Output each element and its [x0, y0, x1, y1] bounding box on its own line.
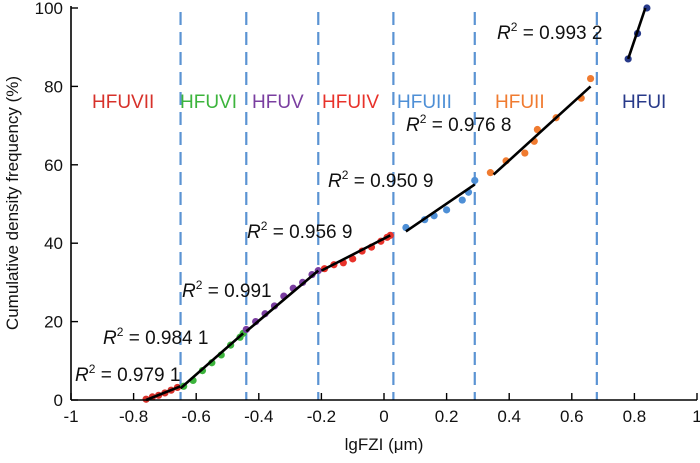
x-tick-label: 1 — [692, 407, 700, 426]
data-point-hfuii — [533, 125, 541, 134]
x-tick-label: 0.6 — [560, 407, 584, 426]
x-axis-label: lgFZI (μm) — [345, 435, 424, 454]
fit-line-hfuvi — [179, 332, 245, 390]
y-axis-label: Cumulative density frequency (%) — [3, 76, 22, 330]
fit-line-hfuvii — [145, 385, 182, 402]
data-point-hfuiv — [349, 255, 357, 263]
unit-label-hfuvii: HFUVII — [92, 92, 154, 113]
x-tick-label: -0.6 — [182, 407, 211, 426]
data-point-hfuiii — [458, 196, 466, 204]
x-tick-label: 0.2 — [435, 407, 459, 426]
r2-label: R2 = 0.984 1 — [103, 325, 208, 349]
x-tick-label: -0.2 — [307, 407, 336, 426]
y-tick-label: 40 — [44, 234, 63, 253]
x-tick-label: -0.8 — [119, 407, 148, 426]
r2-label: R2 = 0.979 1 — [75, 362, 180, 386]
r2-label: R2 = 0.956 9 — [247, 219, 352, 243]
r2-label: R2 = 0.991 — [182, 278, 272, 302]
y-tick-label: 0 — [54, 391, 63, 410]
data-point-hfuii — [521, 149, 529, 157]
fit-line-hfuiv — [320, 234, 391, 272]
unit-label-hfuiv: HFUIV — [322, 92, 379, 113]
y-tick-label: 20 — [44, 313, 63, 332]
data-point-hfuiii — [471, 176, 479, 185]
x-tick-label: -0.4 — [244, 407, 273, 426]
data-point-hfuii — [586, 74, 595, 83]
r2-label: R2 = 0.993 2 — [497, 20, 602, 44]
unit-label-hfuiii: HFUIII — [397, 92, 452, 113]
y-tick-label: 100 — [35, 0, 63, 18]
x-tick-label: -1 — [63, 407, 78, 426]
fit-line-hfuiii — [405, 183, 476, 233]
x-tick-label: 0.8 — [623, 407, 647, 426]
fit-line-hfui — [626, 7, 647, 60]
unit-label-hfuii: HFUII — [495, 92, 545, 113]
fit-line-hfuii — [492, 85, 592, 176]
data-point-hfuiii — [443, 206, 451, 214]
y-tick-label: 80 — [44, 77, 63, 96]
unit-label-hfuv: HFUV — [252, 92, 304, 113]
r2-label: R2 = 0.950 9 — [328, 168, 433, 192]
unit-label-hfuvi: HFUVI — [180, 92, 237, 113]
r2-label: R2 = 0.976 8 — [406, 112, 511, 136]
x-tick-label: 0 — [379, 407, 388, 426]
x-tick-label: 0.4 — [497, 407, 521, 426]
y-tick-label: 60 — [44, 156, 63, 175]
data-point-hfuii — [486, 169, 495, 177]
fit-line-hfuv — [245, 269, 320, 333]
unit-label-hfui: HFUI — [622, 92, 666, 113]
